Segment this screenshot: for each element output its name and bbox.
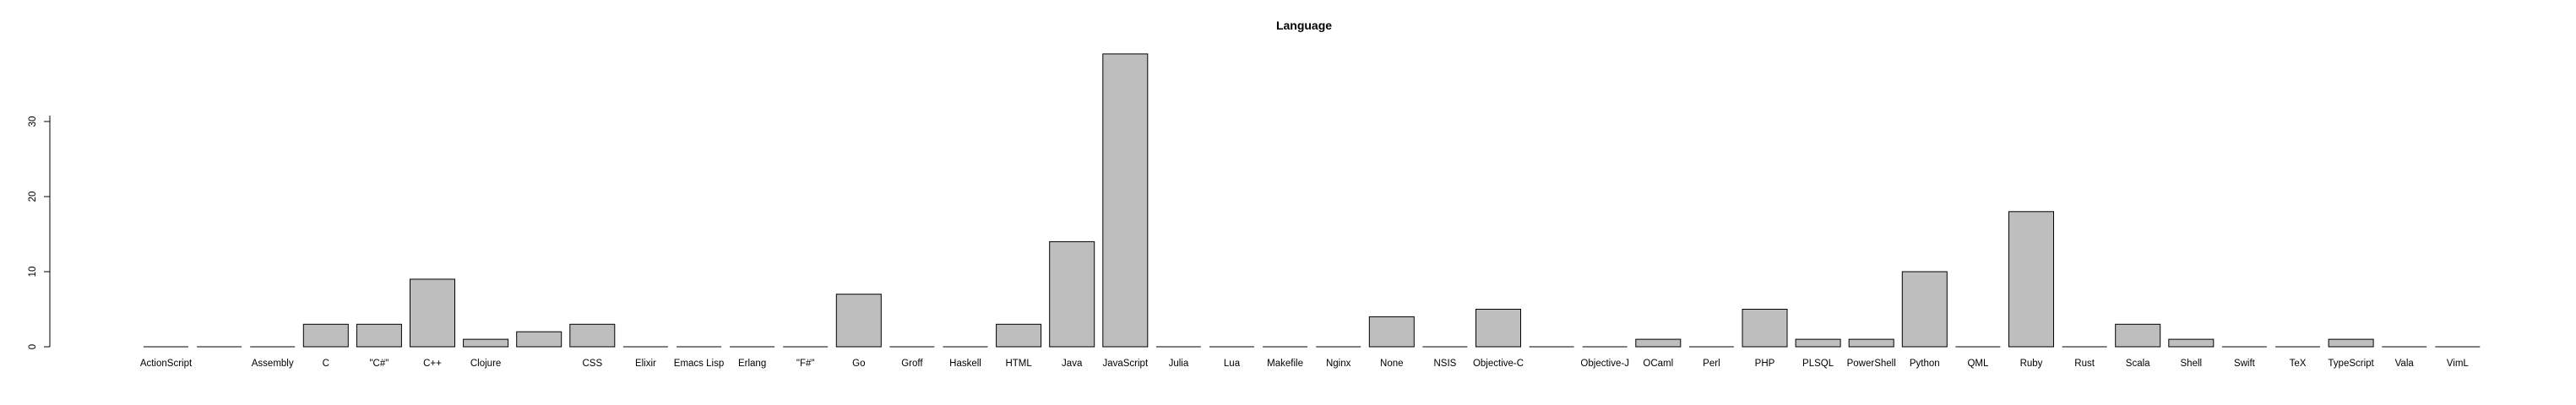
x-tick-label: PowerShell (1847, 359, 1896, 369)
x-tick-label: Elixir (635, 359, 656, 369)
x-tick-label: QML (1967, 359, 1989, 369)
x-tick-label: Perl (1703, 359, 1720, 369)
bar (516, 331, 562, 348)
bar (356, 323, 402, 348)
x-tick-label: JavaScript (1102, 359, 1148, 369)
x-tick-label: Haskell (949, 359, 981, 369)
x-tick-label: "F#" (796, 359, 815, 369)
x-tick-label: Python (1910, 359, 1940, 369)
x-tick-label: OCaml (1643, 359, 1673, 369)
y-tick-label: 0 (28, 344, 38, 349)
x-tick-label: Julia (1169, 359, 1189, 369)
x-tick-label: Java (1062, 359, 1083, 369)
bar (569, 323, 616, 348)
bar (302, 323, 349, 348)
x-tick-label: PHP (1755, 359, 1775, 369)
y-tick-label: 30 (28, 116, 38, 127)
x-tick-label: ActionScript (140, 359, 193, 369)
x-tick-label: Ruby (2020, 359, 2043, 369)
bar (835, 294, 882, 348)
x-tick-label: C++ (423, 359, 442, 369)
bar (2008, 211, 2054, 348)
x-tick-label: "C#" (369, 359, 389, 369)
bar (2115, 323, 2161, 348)
x-tick-label: Swift (2234, 359, 2256, 369)
x-tick-label: Go (852, 359, 865, 369)
x-tick-label: Erlang (738, 359, 766, 369)
x-tick-label: Shell (2181, 359, 2203, 369)
x-tick-label: Nginx (1326, 359, 1351, 369)
x-tick-label: Clojure (470, 359, 501, 369)
x-tick-label: TypeScript (2328, 359, 2374, 369)
bar (410, 278, 455, 348)
x-tick-label: C (323, 359, 329, 369)
x-tick-label: PLSQL (1802, 359, 1834, 369)
x-tick-label: Vala (2395, 359, 2415, 369)
x-tick-label: Groff (901, 359, 923, 369)
bar (1102, 53, 1149, 348)
x-tick-label: Rust (2074, 359, 2095, 369)
bar (996, 323, 1042, 348)
x-tick-label: Objective-C (1473, 359, 1524, 369)
bar-series (144, 53, 2481, 348)
y-axis: 0 10 20 30 (28, 116, 50, 349)
chart-title: Language (1276, 19, 1332, 32)
x-tick-label: Makefile (1267, 359, 1303, 369)
x-tick-label: None (1380, 359, 1404, 369)
x-axis-labels: ActionScript Assembly C "C#" C++ Clojure CSS El… (140, 359, 2470, 369)
bar (1848, 338, 1894, 348)
x-tick-label: Assembly (252, 359, 294, 369)
bar (1049, 240, 1095, 348)
bar (2328, 338, 2374, 348)
bar (1795, 338, 1841, 348)
x-tick-label: TeX (2290, 359, 2307, 369)
x-tick-label: NSIS (1433, 359, 1456, 369)
x-tick-label: CSS (582, 359, 602, 369)
x-tick-label: Emacs Lisp (674, 359, 724, 369)
x-tick-label: Lua (1224, 359, 1241, 369)
x-tick-label: Objective-J (1580, 359, 1629, 369)
bar (1901, 271, 1948, 348)
bar (1635, 338, 1682, 348)
y-tick-label: 20 (28, 192, 38, 202)
bar (1368, 316, 1415, 348)
bar (463, 338, 509, 348)
x-tick-label: Scala (2126, 359, 2150, 369)
x-tick-label: HTML (1005, 359, 1032, 369)
bar (2168, 338, 2215, 348)
x-tick-label: VimL (2447, 359, 2470, 369)
y-tick-label: 10 (28, 267, 38, 278)
bar (1475, 309, 1521, 348)
bar (1742, 309, 1788, 348)
